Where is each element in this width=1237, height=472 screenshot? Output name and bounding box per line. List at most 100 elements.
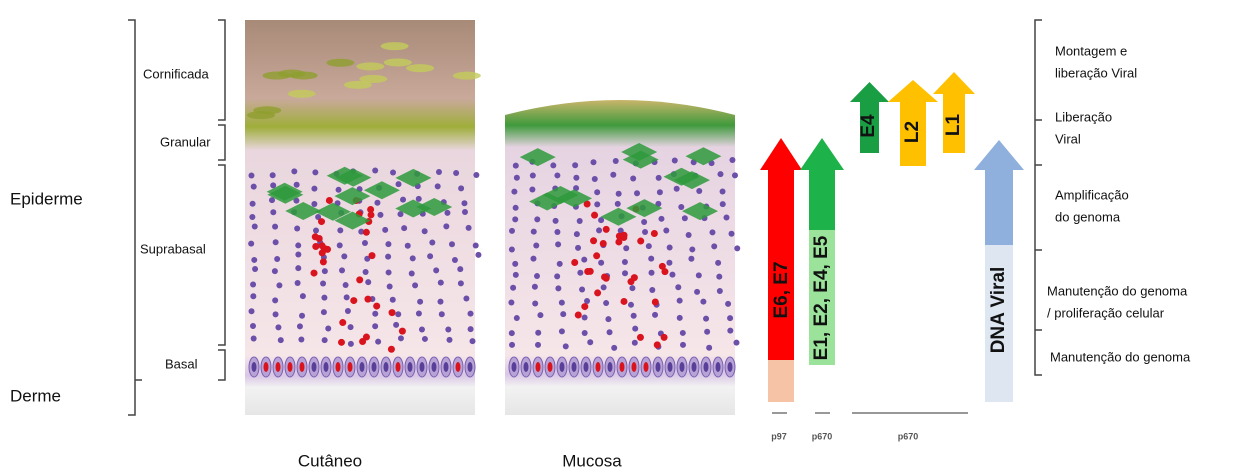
- cell-nucleus: [250, 323, 257, 330]
- cell-nucleus: [251, 256, 258, 263]
- cell-nucleus: [532, 300, 539, 307]
- layer-label: Granular: [160, 134, 211, 149]
- cell-nucleus: [641, 218, 648, 225]
- cell-nucleus: [358, 228, 365, 235]
- cell-nucleus: [727, 315, 734, 322]
- infected-nucleus: [584, 267, 592, 275]
- cell-nucleus: [437, 279, 444, 286]
- cell-nucleus: [611, 344, 618, 351]
- cell-nucleus: [435, 168, 442, 175]
- cell-nucleus: [688, 255, 695, 262]
- tissue-label: Cutâneo: [298, 451, 362, 470]
- cell-nucleus: [401, 225, 408, 232]
- cell-nucleus: [451, 256, 458, 263]
- cell-nucleus: [695, 272, 702, 279]
- cell-nucleus: [610, 171, 617, 178]
- cell-nucleus: [645, 243, 652, 250]
- cell-nucleus: [594, 189, 601, 196]
- cell-nucleus: [249, 200, 256, 207]
- cell-nucleus: [463, 295, 470, 302]
- cell-nucleus: [268, 197, 275, 204]
- cell-nucleus: [511, 188, 518, 195]
- cornified-cell: [383, 58, 412, 67]
- basal-nucleus: [443, 362, 449, 372]
- cell-nucleus: [621, 258, 628, 265]
- cell-nucleus: [276, 282, 283, 289]
- cell-nucleus: [717, 171, 724, 178]
- cornified-cell: [406, 64, 435, 73]
- infected-nucleus: [388, 309, 396, 317]
- cell-nucleus: [537, 312, 544, 319]
- stage-label: Manutenção do genoma: [1050, 349, 1191, 364]
- cell-nucleus: [335, 186, 342, 193]
- cell-nucleus: [250, 335, 257, 342]
- basal-nucleus: [431, 362, 437, 372]
- cell-nucleus: [251, 223, 258, 230]
- cornified-cell: [452, 71, 481, 80]
- infected-nucleus: [367, 211, 375, 219]
- cell-nucleus: [397, 211, 404, 218]
- cell-nucleus: [274, 255, 281, 262]
- cell-nucleus: [512, 216, 519, 223]
- infected-nucleus: [658, 262, 666, 270]
- arrow: [933, 72, 975, 153]
- cell-nucleus: [457, 280, 464, 287]
- cell-nucleus: [727, 327, 734, 334]
- basal-nucleus: [559, 362, 565, 372]
- cell-nucleus: [729, 157, 736, 164]
- cell-nucleus: [663, 227, 670, 234]
- basal-nucleus: [691, 362, 697, 372]
- infected-nucleus: [312, 242, 320, 250]
- cell-nucleus: [679, 329, 686, 336]
- cell-nucleus: [446, 336, 453, 343]
- cell-nucleus: [347, 324, 354, 331]
- infected-cell: [622, 150, 659, 169]
- cell-nucleus: [630, 175, 637, 182]
- basal-nucleus: [299, 362, 305, 372]
- cell-nucleus: [733, 339, 740, 346]
- cell-nucleus: [293, 197, 300, 204]
- cell-nucleus: [556, 260, 563, 267]
- cell-nucleus: [458, 185, 465, 192]
- cell-nucleus: [418, 326, 425, 333]
- cell-nucleus: [529, 186, 536, 193]
- cell-nucleus: [294, 279, 301, 286]
- infected-cell: [556, 189, 593, 208]
- cell-nucleus: [716, 287, 723, 294]
- promoter-label: p670: [898, 431, 919, 441]
- cell-nucleus: [294, 225, 301, 232]
- cell-nucleus: [656, 189, 663, 196]
- cell-nucleus: [703, 315, 710, 322]
- infected-cell: [266, 182, 303, 201]
- cell-nucleus: [364, 255, 371, 262]
- stage-label: Amplificação: [1055, 187, 1129, 202]
- promoter-label: p97: [771, 431, 787, 441]
- cell-nucleus: [252, 266, 259, 273]
- cell-nucleus: [412, 282, 419, 289]
- infected-nucleus: [650, 229, 658, 237]
- cell-nucleus: [558, 328, 565, 335]
- cell-nucleus: [534, 273, 541, 280]
- cell-nucleus: [320, 309, 327, 316]
- basal-nucleus: [263, 362, 269, 372]
- cell-nucleus: [299, 293, 306, 300]
- cell-nucleus: [445, 326, 452, 333]
- arrow: [974, 140, 1024, 402]
- cell-nucleus: [552, 217, 559, 224]
- cell-nucleus: [648, 255, 655, 262]
- basal-nucleus: [511, 362, 517, 372]
- bracket: [218, 19, 226, 381]
- cell-nucleus: [529, 172, 536, 179]
- cell-nucleus: [655, 174, 662, 181]
- basal-nucleus: [371, 362, 377, 372]
- cell-nucleus: [386, 283, 393, 290]
- cell-nucleus: [299, 312, 306, 319]
- cornified-cell: [343, 80, 372, 89]
- cell-nucleus: [291, 168, 298, 175]
- stage-label: / proliferação celular: [1047, 305, 1165, 320]
- cell-nucleus: [598, 259, 605, 266]
- cell-nucleus: [427, 253, 434, 260]
- arrow: [760, 138, 802, 402]
- cell-nucleus: [395, 311, 402, 318]
